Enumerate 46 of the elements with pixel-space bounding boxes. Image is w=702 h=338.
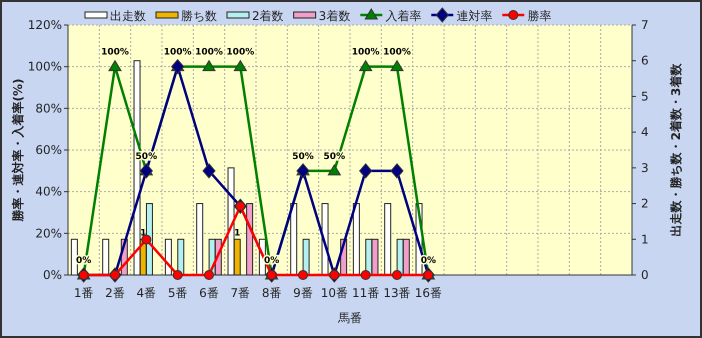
y2-tick-label: 7 (641, 18, 649, 32)
y2-tick-label: 6 (641, 54, 649, 68)
data-label: 100% (101, 48, 129, 58)
y2-tick-label: 1 (641, 232, 649, 246)
data-label: 100% (383, 48, 411, 58)
y-tick-label: 80% (35, 101, 62, 116)
x-axis-title: 馬番 (337, 311, 362, 325)
legend-label: 3着数 (318, 9, 350, 23)
legend-label: 勝率 (527, 9, 552, 23)
legend-label: 勝ち数 (181, 9, 217, 23)
x-tick-label: 13番 (383, 286, 411, 300)
data-label: 1 (140, 228, 146, 238)
data-label: 100% (352, 48, 380, 58)
x-tick-label: 7番 (230, 286, 250, 300)
data-label: 1 (234, 228, 240, 238)
y-tick-label: 40% (35, 184, 62, 199)
x-tick-label: 11番 (352, 286, 380, 300)
legend-label: 入着率 (385, 9, 422, 23)
legend-label: 2着数 (252, 9, 284, 23)
y-tick-label: 100% (28, 60, 62, 74)
x-tick-label: 9番 (293, 286, 313, 300)
x-tick-label: 10番 (320, 286, 348, 300)
x-tick-label: 4番 (136, 286, 156, 300)
data-label: 100% (195, 48, 223, 58)
x-tick-label: 16番 (414, 286, 442, 300)
y-tick-label: 20% (35, 226, 62, 240)
x-tick-label: 1番 (74, 286, 94, 300)
y-tick-label: 120% (28, 18, 62, 32)
y2-axis-title: 出走数・勝ち数・2着数・3着数 (669, 62, 683, 236)
data-label: 100% (164, 48, 192, 58)
y2-tick-label: 4 (641, 125, 649, 140)
legend-label: 連対率 (456, 9, 492, 23)
y-axis-title: 勝率・連対率・入着率(%) (11, 78, 25, 222)
y2-tick-label: 2 (641, 196, 649, 211)
y-tick-label: 60% (35, 143, 62, 157)
legend-label: 出走数 (110, 9, 146, 23)
x-tick-label: 8番 (262, 286, 282, 300)
y2-tick-label: 5 (641, 89, 649, 104)
x-tick-label: 5番 (168, 286, 188, 300)
y2-tick-label: 0 (641, 268, 649, 282)
y-tick-label: 0% (42, 268, 62, 282)
data-label: 50% (292, 152, 314, 162)
x-tick-label: 2番 (105, 286, 125, 300)
data-label: 100% (226, 48, 254, 58)
y2-tick-label: 3 (641, 160, 649, 175)
x-tick-label: 6番 (199, 286, 219, 300)
